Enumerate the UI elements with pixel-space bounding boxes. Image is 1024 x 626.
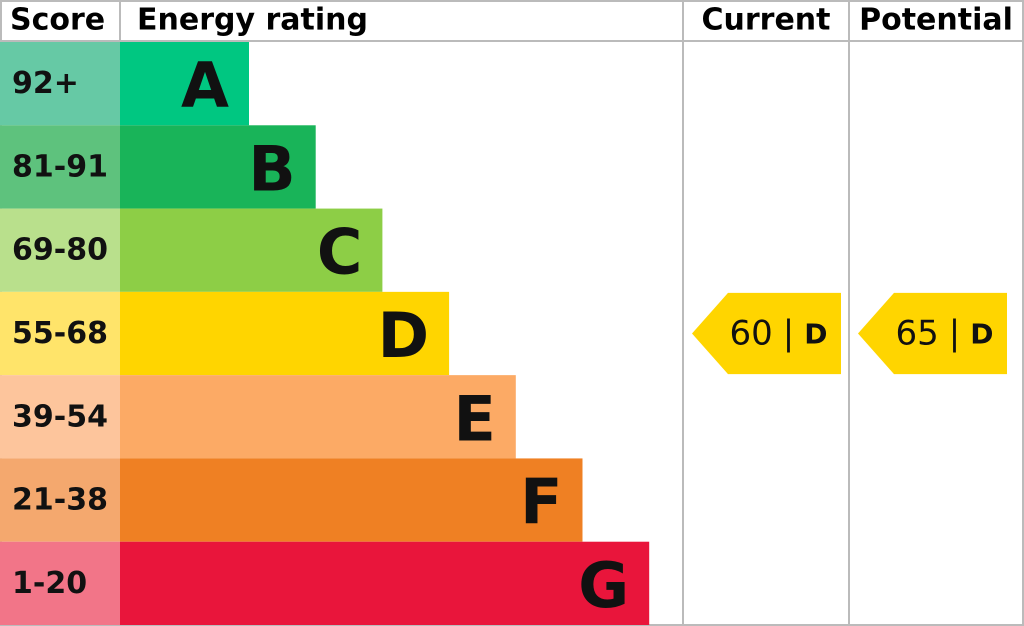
rating-bar — [120, 208, 383, 292]
potential-arrow — [858, 292, 1007, 375]
band-letter: E — [453, 382, 495, 455]
band-letter: C — [317, 216, 363, 289]
current-value: 60 — [730, 314, 773, 354]
separator: | — [949, 314, 960, 354]
rating-bar — [120, 458, 583, 542]
score-label: 39-54 — [12, 399, 108, 434]
score-cell — [0, 291, 120, 376]
band-letter: A — [181, 49, 229, 122]
header-score: Score — [10, 3, 105, 38]
score-cell — [0, 458, 120, 542]
rating-bar — [120, 541, 650, 625]
current-letter: D — [804, 317, 827, 350]
score-label: 21-38 — [12, 483, 108, 518]
potential-label: 65 | D — [896, 314, 994, 354]
rating-bar — [120, 125, 316, 209]
current-label: 60 | D — [730, 314, 828, 354]
score-cell — [0, 375, 120, 459]
current-arrow — [692, 292, 841, 375]
header-current: Current — [701, 3, 830, 38]
score-label: 69-80 — [12, 233, 108, 268]
rating-bar — [120, 291, 450, 376]
potential-letter: D — [970, 317, 993, 350]
score-cell — [0, 42, 120, 126]
potential-value: 65 — [896, 314, 939, 354]
band-letter: G — [578, 549, 629, 622]
score-cell — [0, 541, 120, 625]
rating-bar — [120, 42, 249, 126]
score-label: 1-20 — [12, 566, 87, 601]
header-rating: Energy rating — [137, 3, 368, 38]
score-label: 55-68 — [12, 316, 108, 351]
score-cell — [0, 125, 120, 209]
score-label: 92+ — [12, 66, 79, 101]
band-letter: B — [248, 132, 295, 205]
separator: | — [783, 314, 794, 354]
score-label: 81-91 — [12, 149, 108, 184]
header-potential: Potential — [859, 3, 1013, 38]
band-letter: D — [378, 299, 429, 372]
band-letter: F — [520, 466, 562, 539]
score-cell — [0, 208, 120, 292]
rating-bar — [120, 375, 516, 459]
